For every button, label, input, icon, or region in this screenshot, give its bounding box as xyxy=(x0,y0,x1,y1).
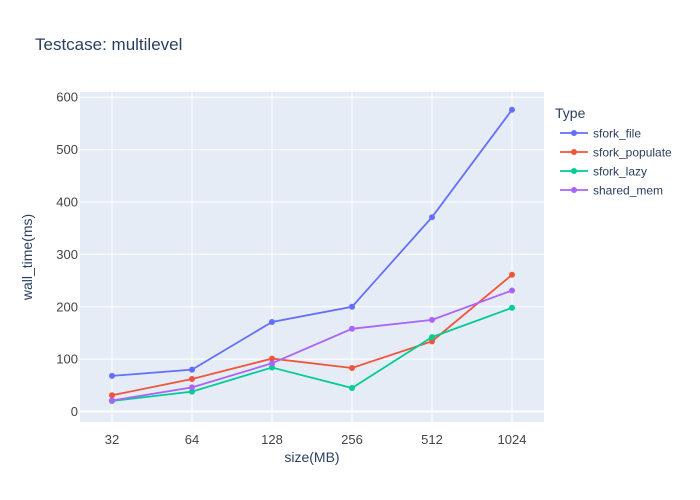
legend-item-sfork_lazy: sfork_lazy xyxy=(560,165,647,179)
x-tick-label: 32 xyxy=(105,432,119,447)
data-point xyxy=(269,360,275,367)
x-tick-label: 256 xyxy=(341,432,363,447)
y-tick-label: 400 xyxy=(56,195,78,210)
plot-area xyxy=(80,92,544,422)
data-point xyxy=(509,271,515,278)
x-tick-label: 128 xyxy=(261,432,283,447)
legend-label: sfork_populate xyxy=(593,146,672,160)
y-tick-label: 500 xyxy=(56,142,78,157)
data-point xyxy=(429,316,435,323)
series-line-shared_mem xyxy=(111,289,513,402)
data-point xyxy=(189,376,195,383)
data-point xyxy=(429,214,435,221)
legend-swatch-marker xyxy=(571,130,577,136)
legend-item-shared_mem: shared_mem xyxy=(560,184,663,198)
legend-title: Type xyxy=(555,105,586,121)
y-tick-label: 300 xyxy=(56,247,78,262)
data-point xyxy=(269,355,275,362)
legend-swatch-marker xyxy=(571,168,577,174)
y-axis: 0 100 200 300 400 500 600 xyxy=(56,90,78,419)
data-point xyxy=(269,318,275,325)
x-tick-label: 64 xyxy=(185,432,199,447)
x-tick-label: 512 xyxy=(421,432,443,447)
data-point xyxy=(109,392,115,399)
legend-swatch-marker xyxy=(571,187,577,193)
series-sfork_lazy xyxy=(109,304,515,405)
chart-title: Testcase: multilevel xyxy=(35,35,182,54)
y-tick-label: 200 xyxy=(56,299,78,314)
series-shared_mem xyxy=(109,287,515,404)
x-tick-label: 1024 xyxy=(498,432,527,447)
x-axis-label: size(MB) xyxy=(284,449,339,465)
legend-item-sfork_populate: sfork_populate xyxy=(560,146,672,160)
data-point xyxy=(509,287,515,294)
y-tick-label: 600 xyxy=(56,90,78,105)
y-tick-label: 100 xyxy=(56,352,78,367)
legend-label: sfork_file xyxy=(593,127,641,141)
legend-label: sfork_lazy xyxy=(593,165,647,179)
data-point xyxy=(189,384,195,391)
data-point xyxy=(349,325,355,332)
data-point xyxy=(509,304,515,311)
x-axis: 32 64 128 256 512 1024 xyxy=(105,432,527,447)
data-point xyxy=(349,365,355,372)
series-sfork_populate xyxy=(109,271,515,399)
data-point xyxy=(189,388,195,395)
series-sfork_file xyxy=(109,106,515,379)
data-point xyxy=(349,384,355,391)
data-point xyxy=(429,338,435,345)
data-point xyxy=(429,334,435,341)
data-point xyxy=(269,364,275,371)
data-point xyxy=(109,372,115,379)
data-point xyxy=(109,397,115,404)
legend-item-sfork_file: sfork_file xyxy=(560,127,641,141)
y-tick-label: 0 xyxy=(71,404,78,419)
series-line-sfork_file xyxy=(111,109,513,377)
series-line-sfork_populate xyxy=(111,274,513,397)
gridlines xyxy=(80,92,544,422)
legend: Type sfork_file sfork_populate sfork_lazys… xyxy=(555,105,672,198)
series-layer xyxy=(109,106,515,405)
y-axis-label: wall_time(ms) xyxy=(19,214,35,301)
legend-swatch-marker xyxy=(571,149,577,155)
data-point xyxy=(189,366,195,373)
data-point xyxy=(509,106,515,113)
data-point xyxy=(349,303,355,310)
legend-label: shared_mem xyxy=(593,184,663,198)
series-line-sfork_lazy xyxy=(111,306,513,402)
